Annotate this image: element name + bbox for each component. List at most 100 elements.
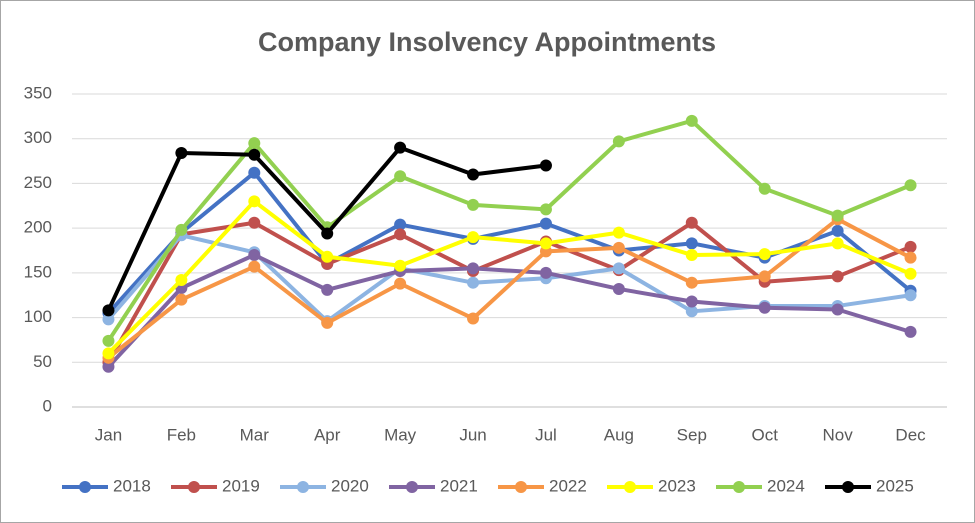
data-point bbox=[904, 267, 917, 280]
data-point bbox=[831, 303, 844, 316]
data-point bbox=[685, 295, 698, 308]
x-tick-label: Jun bbox=[459, 425, 486, 444]
legend-marker bbox=[79, 481, 91, 493]
y-tick-label: 250 bbox=[24, 173, 52, 192]
series-line bbox=[106, 252, 912, 369]
data-point bbox=[831, 237, 844, 250]
y-tick-label: 150 bbox=[24, 262, 52, 281]
data-point bbox=[394, 259, 407, 272]
data-point bbox=[248, 195, 261, 208]
data-point bbox=[904, 325, 917, 338]
data-point bbox=[685, 216, 698, 229]
x-tick-label: Feb bbox=[167, 425, 196, 444]
x-tick-label: May bbox=[384, 425, 417, 444]
data-point bbox=[685, 305, 698, 318]
y-tick-label: 0 bbox=[43, 396, 52, 415]
data-point bbox=[831, 224, 844, 237]
legend-label: 2024 bbox=[767, 476, 805, 495]
x-tick-label: Aug bbox=[604, 425, 634, 444]
data-point bbox=[758, 301, 771, 314]
x-tick-label: Jul bbox=[535, 425, 557, 444]
data-point bbox=[467, 168, 480, 181]
x-tick-label: Apr bbox=[314, 425, 341, 444]
legend-label: 2022 bbox=[549, 476, 587, 495]
y-tick-label: 100 bbox=[24, 307, 52, 326]
legend-label: 2018 bbox=[113, 476, 151, 495]
data-point bbox=[102, 360, 115, 373]
data-point bbox=[612, 262, 625, 275]
legend-marker bbox=[406, 481, 418, 493]
data-point bbox=[831, 209, 844, 222]
data-point bbox=[758, 182, 771, 195]
data-point bbox=[394, 141, 407, 154]
y-tick-label: 350 bbox=[24, 83, 52, 102]
legend-label: 2025 bbox=[876, 476, 914, 495]
data-point bbox=[394, 277, 407, 290]
data-point bbox=[539, 237, 552, 250]
data-point bbox=[248, 216, 261, 229]
data-point bbox=[175, 293, 188, 306]
x-tick-label: Oct bbox=[751, 425, 778, 444]
data-point bbox=[467, 262, 480, 275]
data-point bbox=[394, 228, 407, 241]
data-point bbox=[904, 240, 917, 253]
chart-title: Company Insolvency Appointments bbox=[258, 27, 716, 57]
data-point bbox=[539, 266, 552, 279]
series-line bbox=[106, 233, 911, 324]
data-point bbox=[612, 226, 625, 239]
x-tick-label: Nov bbox=[823, 425, 854, 444]
data-point bbox=[248, 248, 261, 261]
legend-marker bbox=[297, 481, 309, 493]
legend-marker bbox=[842, 481, 854, 493]
data-point bbox=[102, 347, 115, 360]
legend-marker bbox=[733, 481, 745, 493]
data-point bbox=[175, 274, 188, 287]
data-point bbox=[394, 170, 407, 183]
data-point bbox=[102, 313, 115, 326]
x-tick-label: Sep bbox=[677, 425, 707, 444]
legend-marker bbox=[188, 481, 200, 493]
data-point bbox=[321, 227, 334, 240]
data-point bbox=[758, 270, 771, 283]
data-point bbox=[248, 166, 261, 179]
data-point bbox=[321, 250, 334, 263]
x-tick-label: Mar bbox=[240, 425, 270, 444]
data-point bbox=[685, 248, 698, 261]
series-line bbox=[107, 217, 912, 360]
data-point bbox=[685, 114, 698, 127]
data-point bbox=[612, 135, 625, 148]
y-tick-label: 200 bbox=[24, 218, 52, 237]
data-point bbox=[685, 276, 698, 289]
data-point bbox=[321, 316, 334, 329]
data-point bbox=[904, 179, 917, 192]
legend-label: 2023 bbox=[658, 476, 696, 495]
data-point bbox=[175, 147, 188, 160]
data-point bbox=[394, 218, 407, 231]
y-tick-label: 300 bbox=[24, 128, 52, 147]
data-point bbox=[539, 217, 552, 230]
data-point bbox=[102, 304, 115, 317]
legend-marker bbox=[624, 481, 636, 493]
data-point bbox=[467, 198, 480, 211]
data-point bbox=[175, 223, 188, 236]
data-point bbox=[539, 159, 552, 172]
legend-marker bbox=[515, 481, 527, 493]
legend-label: 2019 bbox=[222, 476, 260, 495]
data-point bbox=[248, 260, 261, 273]
data-point bbox=[758, 248, 771, 261]
data-point bbox=[612, 282, 625, 295]
data-point bbox=[904, 289, 917, 302]
data-point bbox=[685, 237, 698, 250]
data-point bbox=[467, 312, 480, 325]
data-point bbox=[248, 137, 261, 150]
series-line bbox=[106, 220, 912, 364]
x-tick-label: Dec bbox=[895, 425, 926, 444]
data-point bbox=[904, 251, 917, 264]
series-line bbox=[106, 118, 912, 342]
data-point bbox=[321, 283, 334, 296]
data-point bbox=[539, 203, 552, 216]
data-point bbox=[467, 231, 480, 244]
data-point bbox=[467, 276, 480, 289]
data-point bbox=[248, 148, 261, 161]
